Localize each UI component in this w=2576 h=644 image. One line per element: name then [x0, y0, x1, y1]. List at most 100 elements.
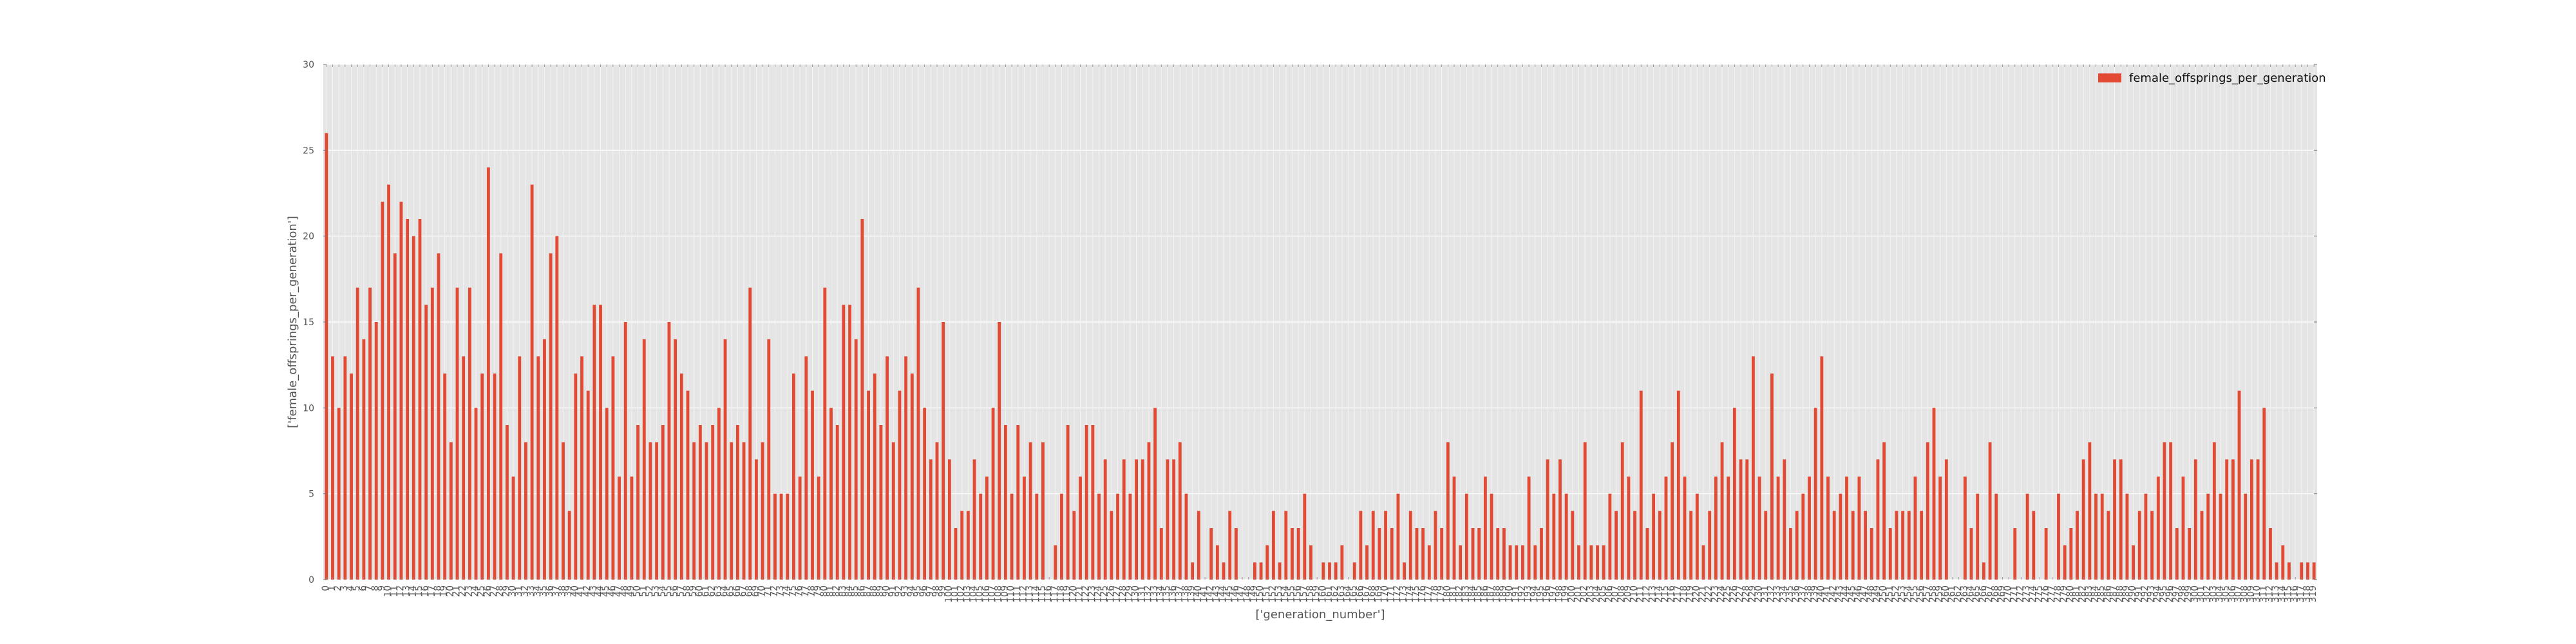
bar — [1072, 511, 1076, 580]
x-tick-label: 148 — [1243, 585, 1253, 603]
x-tick-label: 49 — [626, 585, 636, 597]
x-tick-label: 306 — [2227, 585, 2237, 603]
legend-swatch — [2098, 73, 2121, 82]
bar — [1309, 545, 1312, 580]
bar — [580, 356, 583, 580]
x-tick-label: 165 — [1349, 585, 1359, 603]
bar — [1739, 459, 1743, 580]
bar — [1396, 493, 1400, 580]
bar — [947, 459, 951, 580]
bar — [2107, 511, 2110, 580]
x-tick-label: 194 — [1530, 585, 1540, 603]
bar — [2144, 493, 2148, 580]
bar — [842, 305, 846, 580]
x-tick-label: 142 — [1206, 585, 1216, 603]
x-tick-label: 100 — [943, 585, 954, 603]
x-tick-label: 141 — [1199, 585, 1209, 603]
x-tick-label: 276 — [2040, 585, 2050, 603]
x-tick-label: 139 — [1187, 585, 1197, 603]
x-tick-label: 180 — [1442, 585, 1452, 603]
x-tick-label: 146 — [1230, 585, 1240, 603]
bar — [1321, 562, 1325, 580]
x-tick-label: 222 — [1704, 585, 1714, 603]
bar — [1527, 477, 1531, 580]
bar — [1334, 562, 1338, 580]
x-tick-label: 173 — [1399, 585, 1409, 603]
bar — [1284, 511, 1288, 580]
bar — [1714, 477, 1718, 580]
x-tick-label: 91 — [887, 585, 898, 597]
x-tick-label: 168 — [1367, 585, 1378, 603]
bar — [1664, 477, 1668, 580]
bar — [886, 356, 889, 580]
x-tick-label: 133 — [1150, 585, 1160, 603]
bar — [679, 374, 683, 580]
x-tick-label: 295 — [2159, 585, 2169, 603]
bar — [1191, 562, 1195, 580]
x-tick-label: 228 — [1741, 585, 1752, 603]
x-tick-label: 50 — [632, 585, 643, 597]
bar — [692, 442, 696, 580]
bar — [1577, 545, 1580, 580]
bar — [923, 408, 927, 580]
x-tick-label: 123 — [1087, 585, 1097, 603]
x-tick-label: 28 — [495, 585, 506, 597]
bar — [2287, 562, 2291, 580]
x-tick-label: 69 — [750, 585, 761, 597]
bar — [735, 425, 739, 580]
bar — [1166, 459, 1170, 580]
x-tick-label: 249 — [1872, 585, 1882, 603]
x-tick-label: 46 — [607, 585, 618, 597]
bar — [1128, 493, 1132, 580]
bar — [1683, 477, 1687, 580]
bar — [1378, 528, 1381, 580]
bar — [381, 202, 384, 580]
x-axis-label: ['generation_number'] — [1255, 608, 1385, 621]
x-tick-label: 42 — [582, 585, 592, 597]
x-tick-label: 89 — [875, 585, 886, 597]
bar — [1103, 459, 1107, 580]
x-tick-label: 31 — [514, 585, 524, 597]
x-tick-label: 200 — [1567, 585, 1577, 603]
bar — [1552, 493, 1556, 580]
x-tick-label: 265 — [1972, 585, 1982, 603]
x-tick-label: 215 — [1660, 585, 1671, 603]
x-tick-label: 226 — [1728, 585, 1739, 603]
bar — [555, 236, 559, 580]
bar — [1016, 425, 1020, 580]
y-tick-labels: 0 5 10 15 20 25 30 — [303, 60, 314, 585]
bar — [1359, 511, 1363, 580]
x-tick-label: 188 — [1492, 585, 1502, 603]
x-tick-label: 96 — [919, 585, 929, 597]
tick-marks — [323, 64, 2317, 580]
x-tick-label: 43 — [589, 585, 599, 597]
x-tick-label: 158 — [1305, 585, 1315, 603]
x-tick-label: 192 — [1517, 585, 1527, 603]
x-tick-label: 214 — [1654, 585, 1664, 603]
x-tick-label: 129 — [1124, 585, 1135, 603]
bar — [1851, 511, 1855, 580]
bar — [1153, 408, 1157, 580]
x-tick-label: 190 — [1504, 585, 1515, 603]
x-tick-label: 160 — [1318, 585, 1328, 603]
bar — [2100, 493, 2104, 580]
bar — [1328, 562, 1331, 580]
x-tick-label: 53 — [651, 585, 661, 597]
x-tick-label: 314 — [2277, 585, 2287, 603]
bar — [655, 442, 659, 580]
bar — [623, 322, 627, 580]
y-axis-label: ['female_offsprings_per_generation'] — [286, 216, 299, 428]
bar — [2044, 528, 2048, 580]
x-tick-label: 163 — [1336, 585, 1347, 603]
bar — [1440, 528, 1444, 580]
bar — [1352, 562, 1356, 580]
bar — [1259, 562, 1263, 580]
x-tick-label: 76 — [794, 585, 804, 597]
bar — [1278, 562, 1282, 580]
x-tick-label: 12 — [395, 585, 406, 597]
x-tick-label: 268 — [1991, 585, 2001, 603]
x-tick-label: 234 — [1779, 585, 1789, 603]
bar — [1676, 390, 1680, 580]
x-tick-label: 136 — [1168, 585, 1179, 603]
x-tick-label: 151 — [1262, 585, 1272, 603]
